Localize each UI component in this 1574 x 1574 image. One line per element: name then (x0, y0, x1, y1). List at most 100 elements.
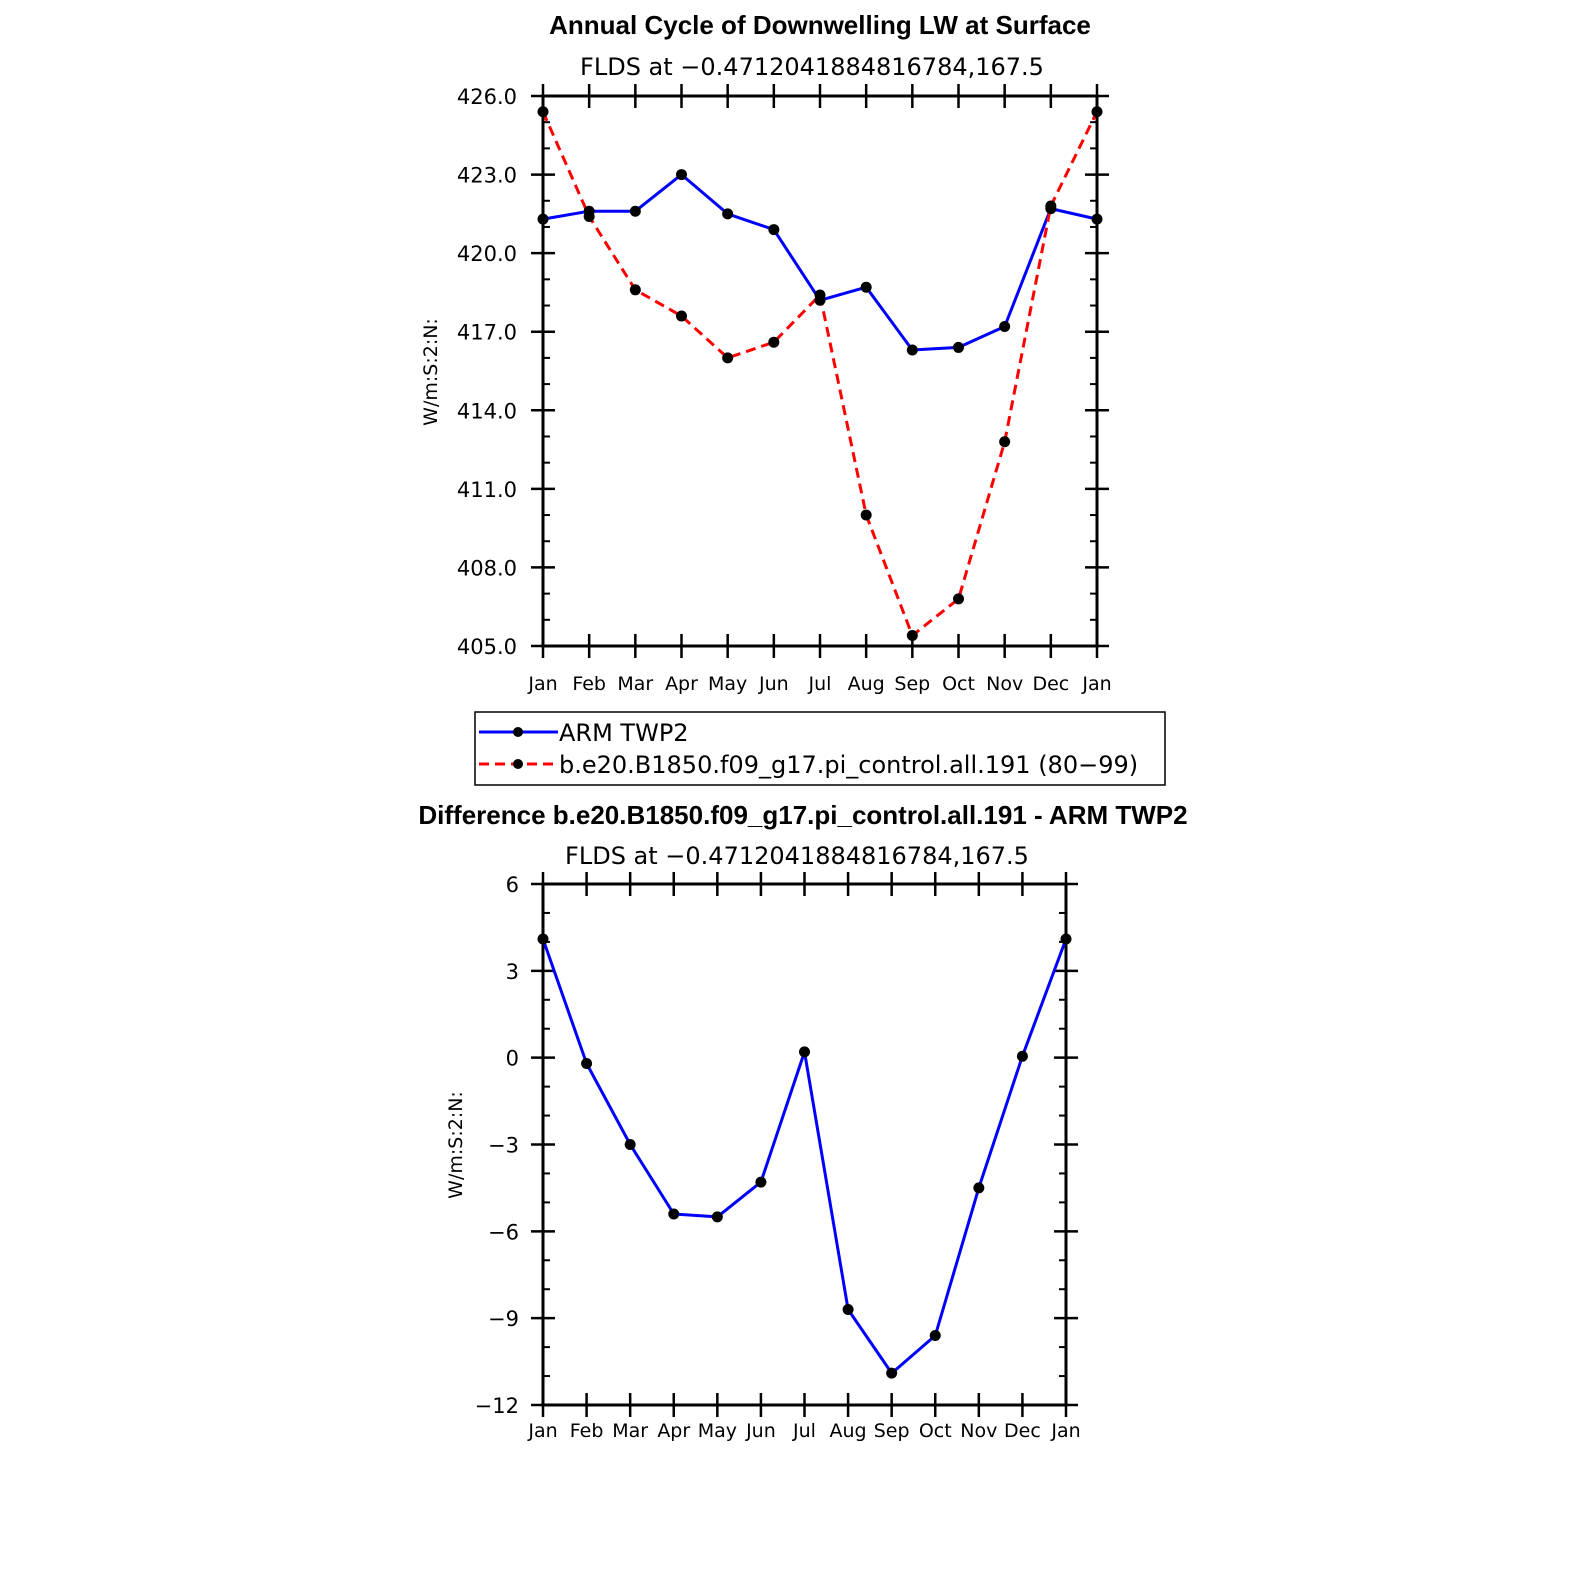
x-tick-label: Apr (657, 1420, 690, 1442)
x-tick-label: Dec (1004, 1420, 1041, 1442)
x-tick-label: Sep (894, 673, 930, 695)
x-tick-label: Oct (919, 1420, 952, 1442)
data-point (999, 320, 1011, 332)
y-tick-label: 0 (506, 1047, 519, 1071)
series-line (541, 938, 1068, 1375)
y-tick-label: 405.0 (457, 635, 517, 659)
y-axis-title: W/m:S:2:N: (445, 1091, 467, 1199)
x-tick-labels: Jan Feb Mar Apr May Jun Jul Aug Sep Oct Nov Dec Jan (527, 673, 1111, 695)
data-point (537, 213, 549, 225)
axis-ticks (531, 84, 1109, 658)
data-point (583, 210, 595, 222)
difference-panel: Difference b.e20.B1850.f09_g17.pi_contro… (418, 800, 1187, 1442)
x-tick-label: Aug (830, 1420, 867, 1442)
y-tick-label: −9 (488, 1307, 519, 1331)
data-point (860, 509, 872, 521)
data-point (537, 106, 549, 118)
y-tick-label: 6 (506, 873, 519, 897)
x-tick-label: Nov (986, 673, 1023, 695)
y-tick-labels: −12 −9 −6 −3 0 3 6 (475, 873, 519, 1418)
data-point (929, 1330, 941, 1342)
data-point (624, 1139, 636, 1150)
x-tick-label: Mar (612, 1420, 648, 1442)
data-point (886, 1367, 898, 1379)
data-point (768, 336, 780, 348)
data-point (953, 341, 964, 353)
data-point (676, 310, 687, 322)
data-point (906, 344, 918, 356)
series-line (542, 173, 1098, 352)
data-point (768, 224, 780, 236)
data-point (722, 352, 734, 364)
legend-label-arm: ARM TWP2 (559, 719, 689, 747)
series-group (537, 106, 1103, 642)
y-tick-label: −6 (488, 1220, 519, 1244)
x-tick-label: Jul (792, 1420, 816, 1442)
data-point (842, 1303, 854, 1315)
chart-subtitle: FLDS at −0.4712041884816784,167.5 (565, 842, 1029, 870)
y-tick-label: 426.0 (457, 85, 517, 109)
data-point (755, 1176, 767, 1188)
x-tick-label: Jun (758, 673, 789, 695)
y-tick-label: −3 (488, 1134, 519, 1158)
chart-title: Annual Cycle of Downwelling LW at Surfac… (549, 10, 1091, 40)
data-point (629, 205, 641, 217)
y-tick-labels: 405.0 408.0 411.0 414.0 417.0 420.0 423.0 426.0 (457, 85, 517, 659)
legend-label-model: b.e20.B1850.f09_g17.pi_control.all.191 (… (559, 751, 1138, 779)
data-point (1016, 1050, 1028, 1062)
y-tick-label: 417.0 (457, 321, 517, 345)
axis-ticks (531, 872, 1078, 1417)
y-tick-label: 420.0 (457, 242, 517, 266)
data-point (1060, 933, 1072, 945)
x-tick-label: May (708, 673, 747, 695)
data-point (814, 289, 826, 301)
data-point (629, 284, 641, 296)
data-point (973, 1182, 985, 1194)
x-tick-label: Jan (527, 1420, 557, 1442)
data-point (1091, 213, 1103, 225)
data-point (711, 1211, 723, 1223)
data-point (999, 436, 1011, 448)
y-tick-label: 423.0 (457, 164, 517, 188)
chart-subtitle: FLDS at −0.4712041884816784,167.5 (580, 53, 1044, 81)
x-tick-label: Sep (874, 1420, 910, 1442)
x-tick-label: Jan (1050, 1420, 1080, 1442)
legend-marker-arm (513, 727, 523, 737)
plot-frame (541, 882, 1068, 1407)
x-tick-label: Apr (665, 673, 698, 695)
legend-box (474, 711, 1166, 786)
data-point (581, 1057, 593, 1069)
y-tick-label: 3 (506, 960, 519, 984)
x-tick-label: Feb (570, 1420, 604, 1442)
data-point (1045, 200, 1057, 212)
legend-marker-model (513, 759, 523, 769)
x-tick-label: Jun (745, 1420, 776, 1442)
x-tick-label: Feb (572, 673, 606, 695)
data-point (906, 630, 918, 642)
plot-frame (541, 94, 1099, 648)
x-tick-label: Oct (942, 673, 975, 695)
data-point (676, 169, 687, 181)
data-point (860, 281, 872, 293)
chart-title: Difference b.e20.B1850.f09_g17.pi_contro… (418, 800, 1187, 830)
x-tick-labels: Jan Feb Mar Apr May Jun Jul Aug Sep Oct Nov Dec Jan (527, 1420, 1080, 1442)
data-point (722, 208, 734, 220)
annual-cycle-panel: Annual Cycle of Downwelling LW at Surfac… (420, 10, 1112, 695)
x-tick-label: Nov (960, 1420, 997, 1442)
x-tick-label: Jan (527, 673, 557, 695)
x-tick-label: Dec (1032, 673, 1069, 695)
data-point (1091, 106, 1103, 118)
series-group (537, 933, 1072, 1379)
data-point (668, 1208, 680, 1220)
y-tick-label: 408.0 (457, 556, 517, 580)
data-point (537, 933, 549, 945)
data-point (953, 593, 964, 605)
series-line (541, 111, 1099, 637)
legend: ARM TWP2 b.e20.B1850.f09_g17.pi_control.… (474, 711, 1166, 786)
y-axis-title: W/m:S:2:N: (420, 318, 442, 426)
x-tick-label: Mar (617, 673, 653, 695)
x-tick-label: Aug (848, 673, 885, 695)
y-tick-label: 411.0 (457, 478, 517, 502)
x-tick-label: Jan (1081, 673, 1111, 695)
